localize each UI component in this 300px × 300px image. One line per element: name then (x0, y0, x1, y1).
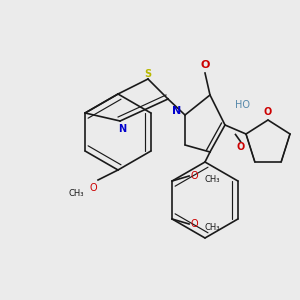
Text: O: O (89, 183, 97, 193)
Text: CH₃: CH₃ (68, 188, 84, 197)
Text: O: O (236, 142, 244, 152)
Text: N: N (172, 106, 182, 116)
Text: O: O (190, 219, 198, 229)
Text: CH₃: CH₃ (204, 175, 220, 184)
Text: HO: HO (236, 100, 250, 110)
Text: O: O (190, 171, 198, 181)
Text: CH₃: CH₃ (204, 223, 220, 232)
Text: N: N (118, 124, 126, 134)
Text: O: O (264, 107, 272, 117)
Text: O: O (200, 60, 210, 70)
Text: S: S (144, 69, 152, 79)
